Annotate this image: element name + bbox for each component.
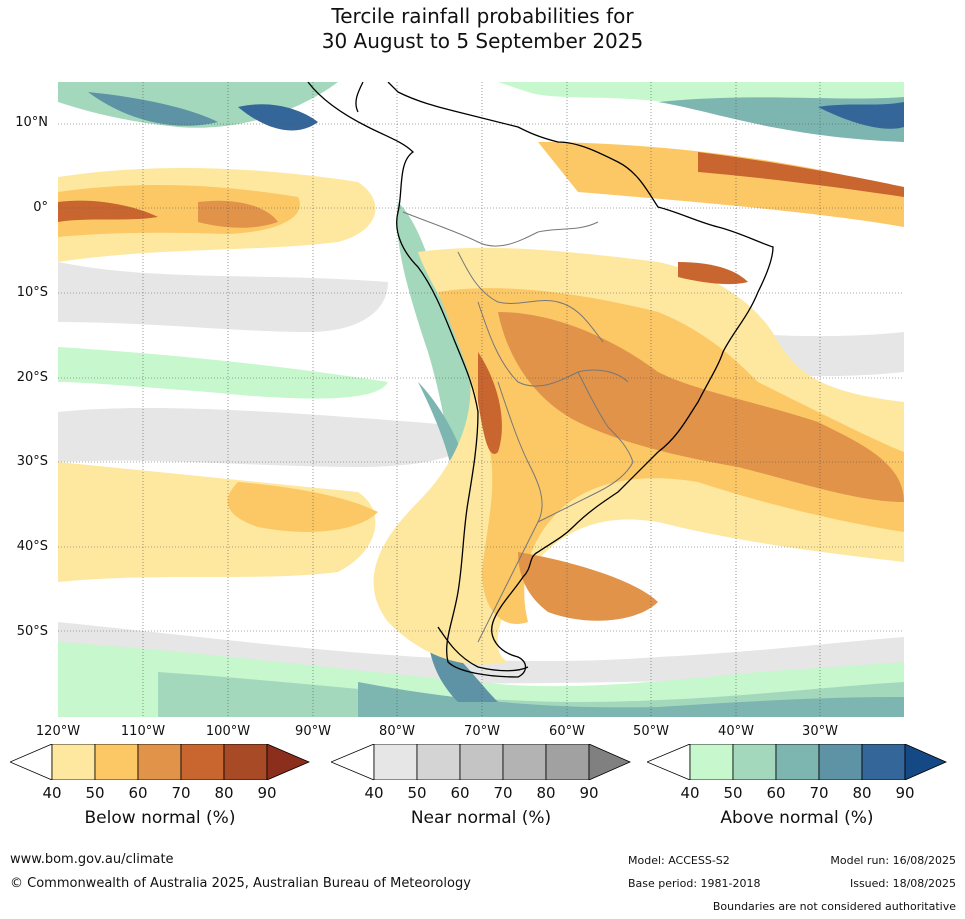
legend-tick: 70 [493, 784, 513, 802]
legend-above-normal-title: Above normal (%) [720, 808, 874, 828]
legend-tick: 80 [214, 784, 234, 802]
lat-label-20s: 20°S [16, 370, 48, 385]
legend-tick: 70 [809, 784, 829, 802]
lat-label-50s: 50°S [16, 624, 48, 639]
copyright-text: © Commonwealth of Australia 2025, Austra… [10, 876, 471, 891]
lon-label-80w: 80°W [379, 724, 415, 739]
title-line-1: Tercile rainfall probabilities for [331, 4, 634, 28]
model-text: Model: ACCESS-S2 [628, 854, 730, 867]
legend-tick: 50 [723, 784, 743, 802]
title-line-2: 30 August to 5 September 2025 [321, 29, 644, 53]
legend-tick: 50 [85, 784, 105, 802]
coastline [307, 82, 774, 678]
legend-above-normal-colorbar [645, 743, 947, 781]
issued-text: Issued: 18/08/2025 [849, 877, 956, 890]
lon-label-40w: 40°W [718, 724, 754, 739]
lat-label-30s: 30°S [16, 454, 48, 469]
legend-tick: 40 [364, 784, 384, 802]
country-borders [402, 211, 634, 643]
legend-tick: 80 [852, 784, 872, 802]
legend-near-normal [329, 743, 631, 784]
lat-label-10s: 10°S [16, 285, 48, 300]
map-title: Tercile rainfall probabilities for 30 Au… [0, 4, 965, 54]
legend-above-normal [645, 743, 947, 784]
above-normal-south-band [58, 202, 904, 717]
below-normal-continent [58, 247, 904, 665]
graticule [58, 82, 904, 717]
legend-tick: 80 [536, 784, 556, 802]
website-link[interactable]: www.bom.gov.au/climate [10, 852, 174, 867]
lat-label-0: 0° [33, 200, 48, 215]
lon-label-30w: 30°W [802, 724, 838, 739]
below-normal-equatorial-band [58, 142, 904, 262]
above-normal-north-band [58, 82, 904, 142]
lon-label-110w: 110°W [120, 724, 166, 739]
legend-tick: 40 [42, 784, 62, 802]
legend-below-normal [8, 743, 311, 784]
model-run-text: Model run: 16/08/2025 [830, 854, 956, 867]
legend-tick: 90 [579, 784, 599, 802]
lon-label-90w: 90°W [295, 724, 331, 739]
disclaimer-text: Boundaries are not considered authoritat… [712, 900, 956, 913]
lat-label-10n: 10°N [15, 115, 48, 130]
map-svg [58, 82, 904, 717]
legend-tick: 60 [128, 784, 148, 802]
legend-below-normal-colorbar [8, 743, 311, 781]
legend-below-normal-title: Below normal (%) [84, 808, 236, 828]
lon-label-120w: 120°W [35, 724, 81, 739]
rainfall-probability-map [58, 82, 904, 717]
legend-tick: 60 [766, 784, 786, 802]
legend-near-normal-title: Near normal (%) [410, 808, 552, 828]
base-period-text: Base period: 1981-2018 [628, 877, 761, 890]
lon-label-50w: 50°W [633, 724, 669, 739]
lon-label-60w: 60°W [549, 724, 585, 739]
legend-tick: 90 [257, 784, 277, 802]
lon-label-100w: 100°W [205, 724, 251, 739]
legend-tick: 90 [895, 784, 915, 802]
lat-label-40s: 40°S [16, 539, 48, 554]
legend-tick: 60 [450, 784, 470, 802]
legend-tick: 70 [171, 784, 191, 802]
legend-near-normal-colorbar [329, 743, 631, 781]
lon-label-70w: 70°W [464, 724, 500, 739]
legend-tick: 40 [680, 784, 700, 802]
legend-tick: 50 [407, 784, 427, 802]
